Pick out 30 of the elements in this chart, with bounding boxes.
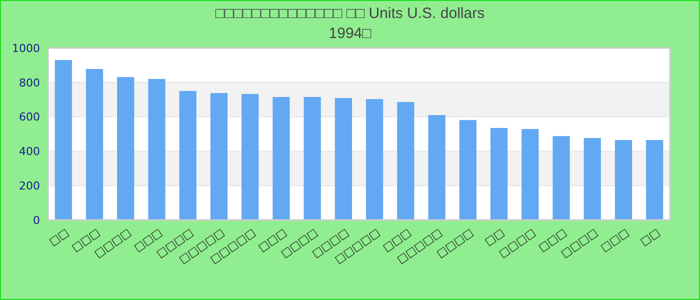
bar [86, 68, 104, 220]
bar [584, 138, 601, 220]
y-tick-label: 1000 [12, 42, 40, 55]
bar [397, 102, 414, 220]
bar [614, 140, 632, 220]
chart-title: □□□□□□□□□□□□□□ □□ Units U.S. dollars [215, 5, 485, 22]
bar [366, 99, 384, 220]
y-tick-label: 200 [19, 179, 40, 192]
bar [148, 78, 166, 220]
x-tick-label: □□ [638, 226, 662, 248]
bar [304, 97, 321, 220]
chart-subtitle: 1994□ [328, 25, 372, 42]
bar [54, 60, 72, 220]
x-tick-label: □□ [46, 226, 72, 248]
bar [179, 91, 196, 220]
bar [552, 136, 570, 220]
bar [459, 120, 476, 220]
bar [272, 97, 290, 220]
bar [242, 94, 259, 220]
y-tick-label: 0 [33, 214, 40, 227]
bar [522, 129, 539, 220]
bar [646, 140, 664, 220]
y-tick-label: 800 [19, 76, 40, 90]
bar [490, 128, 508, 220]
y-tick-label: 600 [19, 110, 40, 124]
y-tick-label: 400 [19, 145, 40, 158]
bar [210, 93, 228, 220]
bar [428, 115, 446, 220]
bar [117, 77, 134, 220]
bar [334, 98, 352, 220]
